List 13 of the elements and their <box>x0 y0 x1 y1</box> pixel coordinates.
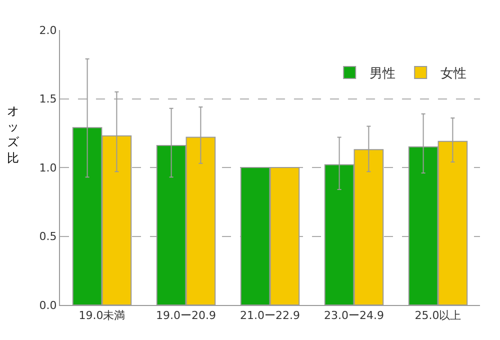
legend-label: 女性 <box>440 66 467 82</box>
x-tick-label: 21.0ー22.9 <box>240 309 300 322</box>
x-tick-label: 19.0未満 <box>78 309 126 322</box>
y-tick-label: 1.0 <box>39 161 57 174</box>
y-tick-label: 1.5 <box>39 92 57 106</box>
y-tick-label: 2.0 <box>39 24 57 37</box>
x-tick-label: 19.0ー20.9 <box>156 309 216 322</box>
legend-label: 男性 <box>370 66 396 82</box>
y-axis-title: オッズ比 <box>7 104 20 165</box>
y-tick-label: 0.0 <box>39 298 57 312</box>
x-tick-label: 23.0ー24.9 <box>324 309 384 322</box>
x-tick-label: 25.0以上 <box>414 309 462 322</box>
y-tick-label: 0.5 <box>39 230 57 244</box>
